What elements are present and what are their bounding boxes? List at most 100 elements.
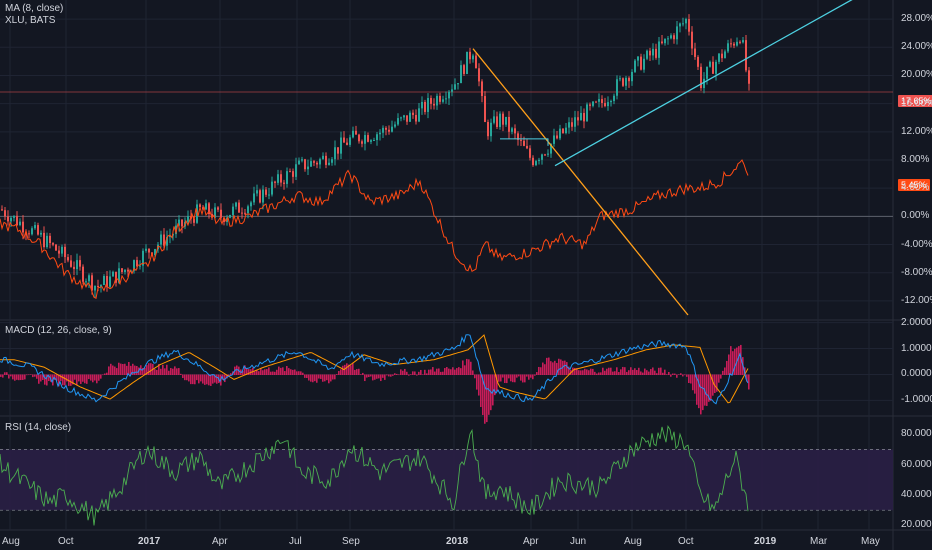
- macd-histogram-bar: [170, 368, 172, 375]
- macd-histogram-bar: [432, 367, 434, 375]
- candle-body: [715, 61, 717, 74]
- candle-body: [244, 212, 246, 214]
- macd-y-tick: 2.0000: [901, 316, 932, 328]
- macd-histogram-bar: [388, 374, 390, 377]
- candle-body: [490, 122, 492, 137]
- candle-body: [424, 101, 426, 112]
- macd-histogram-bar: [696, 374, 698, 405]
- candle-body: [208, 203, 210, 215]
- macd-histogram-bar: [38, 374, 40, 384]
- candle-body: [601, 99, 603, 104]
- candle-body: [214, 207, 216, 218]
- macd-histogram-bar: [118, 362, 120, 375]
- macd-histogram-bar: [468, 359, 470, 375]
- macd-histogram-bar: [640, 371, 642, 375]
- candle-body: [13, 215, 15, 218]
- candle-body: [556, 135, 558, 139]
- macd-histogram-bar: [592, 368, 594, 375]
- macd-histogram-bar: [380, 374, 382, 382]
- macd-histogram-bar: [442, 371, 444, 375]
- macd-histogram-bar: [470, 361, 472, 375]
- candle-body: [142, 250, 144, 266]
- main-y-tick: 12.00%: [901, 125, 932, 137]
- macd-histogram-bar: [186, 374, 188, 381]
- main-y-tick: 4.00%: [901, 182, 930, 194]
- macd-histogram-bar: [114, 366, 116, 375]
- macd-histogram-bar: [494, 374, 496, 396]
- macd-histogram-bar: [632, 369, 634, 375]
- candle-body: [721, 53, 723, 59]
- candle-body: [232, 206, 234, 216]
- macd-histogram-bar: [304, 374, 306, 378]
- macd-histogram-bar: [184, 374, 186, 381]
- macd-histogram-bar: [440, 371, 442, 375]
- candle-body: [472, 55, 474, 60]
- candle-body: [439, 95, 441, 102]
- macd-histogram-bar: [656, 373, 658, 375]
- macd-histogram-bar: [176, 368, 178, 375]
- main-legend-symbol: XLU, BATS: [5, 15, 56, 26]
- candle-body: [448, 91, 450, 99]
- macd-histogram-bar: [678, 374, 680, 375]
- macd-histogram-bar: [356, 369, 358, 375]
- macd-histogram-bar: [746, 374, 748, 382]
- candle-body: [64, 246, 66, 258]
- macd-histogram-bar: [158, 364, 160, 375]
- macd-histogram-bar: [660, 367, 662, 375]
- macd-histogram-bar: [352, 362, 354, 375]
- candle-body: [613, 95, 615, 102]
- macd-histogram-bar: [698, 374, 700, 409]
- macd-histogram-bar: [354, 369, 356, 375]
- candle-body: [586, 104, 588, 122]
- candle-body: [646, 50, 648, 59]
- candle-body: [85, 281, 87, 283]
- macd-histogram-bar: [340, 369, 342, 375]
- ma-price-tag: 5.45%: [898, 179, 930, 191]
- macd-histogram-bar: [216, 374, 218, 384]
- macd-histogram-bar: [398, 374, 400, 376]
- macd-histogram-bar: [326, 374, 328, 381]
- candle-body: [274, 181, 276, 183]
- macd-histogram-bar: [36, 374, 38, 379]
- candle-body: [241, 212, 243, 214]
- macd-histogram-bar: [702, 374, 704, 411]
- candle-body: [568, 122, 570, 128]
- macd-histogram-bar: [244, 365, 246, 375]
- candle-body: [577, 117, 579, 121]
- candle-body: [505, 116, 507, 125]
- macd-histogram-bar: [582, 370, 584, 375]
- macd-histogram-bar: [360, 374, 362, 375]
- candle-body: [679, 23, 681, 27]
- candle-body: [598, 99, 600, 102]
- macd-histogram-bar: [24, 374, 26, 380]
- candle-body: [430, 98, 432, 104]
- candle-body: [46, 235, 48, 248]
- candle-body: [295, 164, 297, 177]
- candle-body: [361, 141, 363, 144]
- macd-histogram-bar: [446, 367, 448, 375]
- candle-body: [493, 116, 495, 123]
- macd-histogram-bar: [262, 370, 264, 375]
- macd-histogram-bar: [712, 374, 714, 396]
- candle-body: [682, 23, 684, 25]
- macd-histogram-bar: [282, 367, 284, 375]
- candle-body: [334, 147, 336, 160]
- candle-body: [211, 214, 213, 218]
- candle-body: [313, 161, 315, 163]
- macd-histogram-bar: [316, 374, 318, 383]
- macd-histogram-bar: [194, 374, 196, 385]
- macd-histogram-bar: [130, 365, 132, 375]
- candle-body: [394, 124, 396, 127]
- macd-histogram-bar: [488, 374, 490, 415]
- macd-histogram-bar: [276, 369, 278, 375]
- macd-histogram-bar: [452, 367, 454, 375]
- candle-body: [61, 246, 63, 254]
- macd-histogram-bar: [142, 367, 144, 375]
- candle-body: [571, 122, 573, 127]
- candle-body: [238, 202, 240, 213]
- macd-histogram-bar: [610, 367, 612, 375]
- candle-body: [337, 147, 339, 154]
- candle-body: [265, 189, 267, 195]
- macd-histogram-bar: [616, 367, 618, 375]
- macd-histogram-bar: [76, 374, 78, 386]
